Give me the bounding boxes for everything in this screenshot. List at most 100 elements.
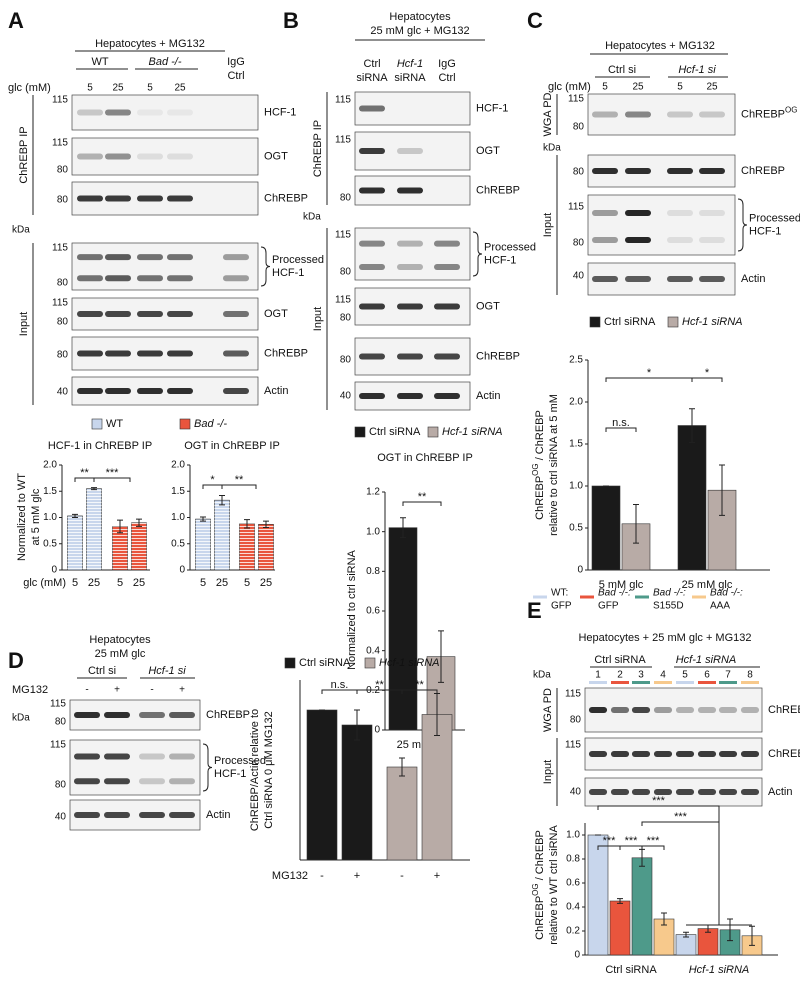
- section-label: Input: [542, 760, 554, 784]
- x-tick-label: 25: [260, 577, 272, 589]
- blot: [69, 739, 201, 796]
- y-tick-label: 0: [374, 725, 380, 736]
- superscript: OG: [531, 463, 540, 475]
- band: [434, 353, 460, 360]
- bar-hatch: [86, 488, 102, 570]
- band: [434, 393, 460, 399]
- band: [697, 751, 717, 757]
- band: [667, 237, 693, 243]
- band: [137, 388, 163, 394]
- kda-marker: 40: [570, 787, 582, 798]
- significance-label: **: [80, 467, 89, 479]
- lane-label: 4: [660, 670, 666, 681]
- blot-label: HCF-1: [264, 106, 296, 118]
- kda-marker: 80: [573, 122, 585, 133]
- section-label: Input: [542, 213, 554, 237]
- significance-label: ***: [106, 467, 120, 479]
- significance-bracket: [402, 501, 442, 506]
- y-axis-label-part: ChREBP/Actin relative to: [249, 709, 261, 831]
- legend-swatch: [179, 418, 191, 430]
- kda-marker: 115: [52, 138, 68, 149]
- band: [139, 778, 165, 785]
- kda-marker: 115: [335, 295, 351, 306]
- lane-label: Hcf-1: [397, 58, 423, 70]
- y-axis-label: ChREBPOG / ChREBP: [531, 830, 546, 940]
- blot-label: ChREBPOG: [768, 701, 800, 716]
- kda-marker: 80: [55, 780, 67, 791]
- y-tick-label: 0.4: [366, 645, 380, 656]
- lane-color: [611, 681, 629, 684]
- band: [631, 707, 651, 713]
- panel-header: Hepatocytes: [89, 634, 151, 646]
- bar-hatch: [67, 515, 83, 570]
- band: [104, 812, 130, 818]
- significance-label: ***: [603, 835, 617, 847]
- band: [104, 778, 130, 785]
- kda-marker: 80: [340, 355, 352, 366]
- y-tick-label: 0: [577, 565, 583, 576]
- band: [223, 311, 249, 317]
- y-axis-label-part: relative to WT ctrl siRNA: [548, 825, 560, 945]
- chart-title: OGT in ChREBP IP: [184, 440, 280, 452]
- brace: [472, 231, 483, 277]
- lane-label: 25: [632, 82, 644, 93]
- kda-marker: 115: [52, 95, 68, 106]
- y-axis-label: ChREBPOG / ChREBP: [531, 410, 546, 520]
- band: [77, 254, 103, 261]
- bar: [677, 425, 707, 571]
- y-axis-label: at 5 mM glc: [30, 488, 42, 545]
- band: [653, 707, 673, 713]
- error-bar: [719, 464, 725, 516]
- x-tick-label: 5: [200, 577, 206, 589]
- group-label: Ctrl siRNA: [594, 654, 646, 666]
- lane-label: -: [85, 685, 88, 696]
- superscript: OG: [785, 105, 797, 114]
- band: [434, 240, 460, 247]
- kda-marker: 115: [335, 230, 351, 241]
- blot: [71, 242, 259, 291]
- band: [397, 353, 423, 360]
- group-label: Hcf-1 siRNA: [676, 654, 737, 666]
- blot-label: Actin: [264, 385, 288, 397]
- lane-label: 25: [112, 83, 124, 94]
- y-tick-label: 0: [574, 950, 580, 961]
- y-tick-label: 1.0: [569, 481, 583, 492]
- blot: [71, 137, 259, 176]
- brace: [737, 198, 748, 252]
- band: [169, 712, 195, 718]
- band: [77, 153, 103, 160]
- legend-label: Ctrl siRNA: [604, 316, 656, 328]
- y-tick-label: 0.5: [171, 538, 185, 549]
- band: [667, 168, 693, 174]
- lane-label: 25: [706, 82, 718, 93]
- panel-header: Hepatocytes + MG132: [95, 38, 205, 50]
- blot-label: OGT: [264, 150, 288, 162]
- band: [139, 753, 165, 760]
- y-axis-label: Ctrl siRNA 0 μM MG132: [263, 711, 275, 829]
- panel-letter: C: [527, 8, 543, 33]
- legend-label: Bad -/-: [194, 418, 227, 430]
- bar-hatch: [258, 524, 274, 570]
- y-axis-label-part: / ChREBP: [534, 410, 546, 463]
- band: [223, 275, 249, 282]
- band: [359, 393, 385, 399]
- bar-hatch: [131, 522, 147, 570]
- blot-label: HCF-1: [214, 768, 246, 780]
- lane-label: 5: [147, 83, 153, 94]
- y-tick-label: 0.6: [366, 606, 380, 617]
- panel-header: 25 mM glc: [95, 648, 146, 660]
- error-bar: [263, 520, 269, 528]
- group-label: Bad -/-: [148, 56, 181, 68]
- band: [167, 254, 193, 261]
- band: [653, 789, 673, 795]
- y-axis-label-part: ChREBP: [534, 896, 546, 940]
- x-tick-label: +: [354, 870, 360, 882]
- group-label: Hcf-1 si: [678, 64, 716, 76]
- lane-color: [698, 681, 716, 684]
- y-tick-label: 2.0: [171, 460, 185, 471]
- x-tick-label: 25: [133, 577, 145, 589]
- x-tick-label: Hcf-1 siRNA: [689, 964, 750, 976]
- lane-label: 3: [638, 670, 644, 681]
- band: [718, 751, 738, 757]
- band: [699, 111, 725, 118]
